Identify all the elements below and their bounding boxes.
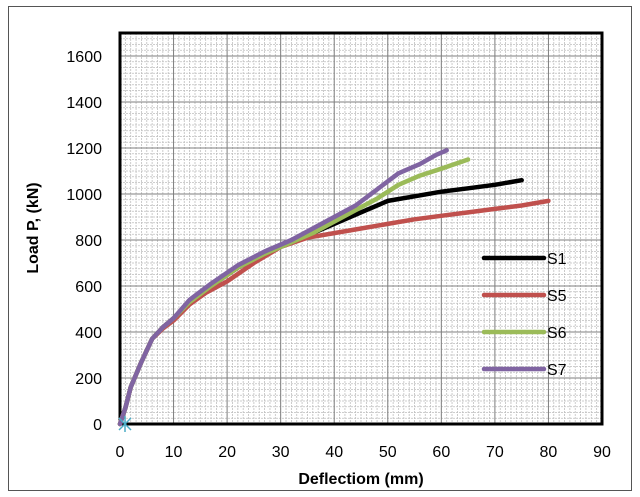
legend-label-s6: S6 [547,325,567,342]
x-tick-label: 90 [593,444,611,461]
y-axis-ticks: 0 200 400 600 800 1000 1200 1400 1600 [66,49,102,434]
legend-label-s5: S5 [547,288,567,305]
y-tick-label: 800 [75,233,102,250]
series-line-s7 [117,148,449,427]
series-layer [117,148,551,427]
y-axis-label: Load P, (kN) [25,182,42,273]
y-tick-label: 1200 [66,141,102,158]
x-tick-label: 70 [486,444,504,461]
origin-marker [118,416,132,432]
y-tick-label: 0 [93,417,102,434]
y-tick-label: 400 [75,325,102,342]
x-tick-label: 60 [432,444,450,461]
y-tick-label: 1400 [66,95,102,112]
x-tick-label: 0 [116,444,125,461]
y-tick-label: 600 [75,279,102,296]
legend: S1 S5 S6 S7 [481,251,567,379]
x-tick-label: 50 [379,444,397,461]
x-axis-ticks: 0 10 20 30 40 50 60 70 80 90 [116,444,611,461]
x-axis-label: Deflectiom (mm) [298,471,423,488]
plot-area-border [118,31,604,426]
y-tick-label: 1600 [66,49,102,66]
legend-label-s1: S1 [547,251,567,268]
legend-label-s7: S7 [547,362,567,379]
x-tick-label: 10 [165,444,183,461]
x-tick-label: 80 [540,444,558,461]
x-tick-label: 30 [272,444,290,461]
x-tick-label: 40 [325,444,343,461]
x-tick-label: 20 [218,444,236,461]
y-tick-label: 200 [75,371,102,388]
y-tick-label: 1000 [66,187,102,204]
